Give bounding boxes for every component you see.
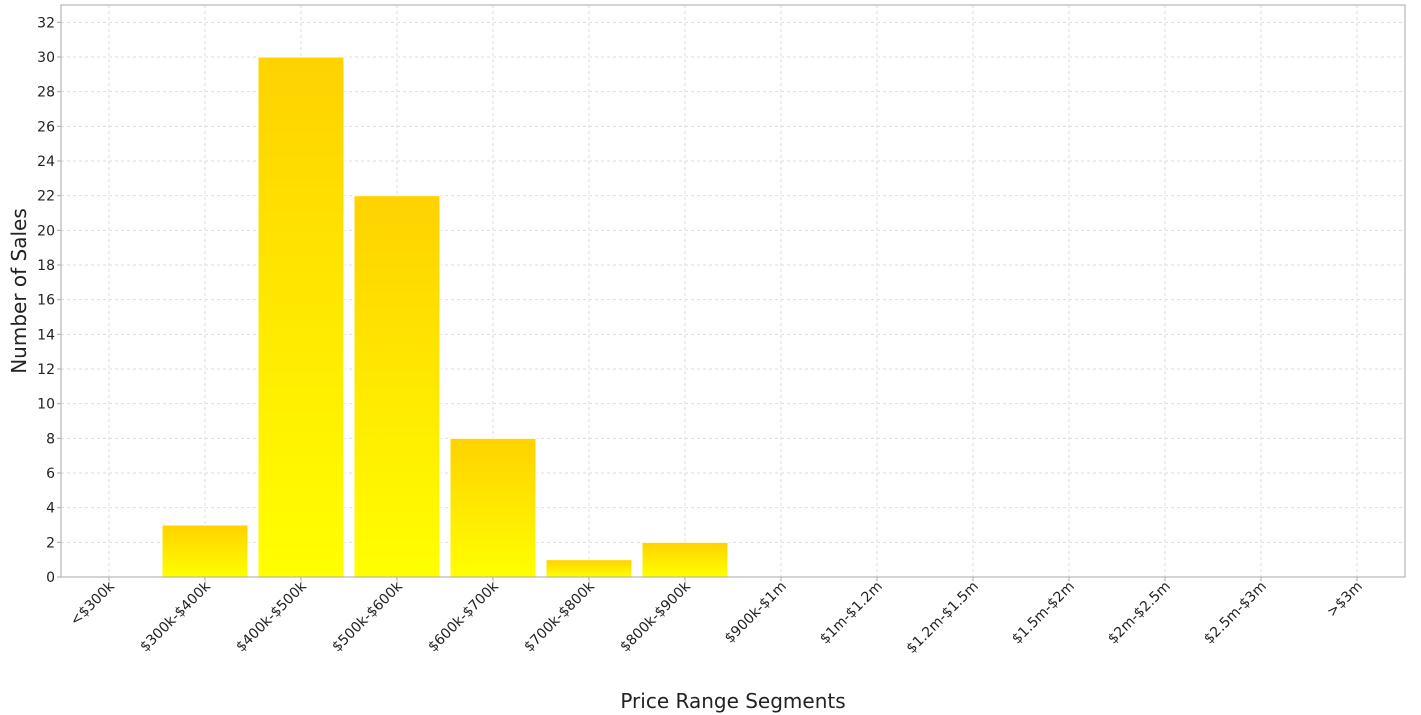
y-tick-label: 0 — [46, 570, 55, 586]
y-tick-label: 26 — [37, 119, 55, 135]
y-tick-label: 30 — [37, 50, 55, 66]
y-tick-label: 20 — [37, 223, 55, 239]
bars — [161, 56, 729, 578]
x-tick-label: $900k-$1m — [722, 579, 790, 647]
x-tick-label: $1.5m-$2m — [1009, 579, 1078, 648]
y-tick-label: 28 — [37, 85, 55, 101]
x-tick-label: $700k-$800k — [521, 578, 598, 655]
x-tick-label: >$3m — [1324, 579, 1366, 621]
bar — [545, 559, 633, 578]
x-tick-label: $1m-$1.2m — [817, 579, 886, 648]
x-axis-title: Price Range Segments — [620, 689, 845, 713]
bar — [353, 195, 441, 578]
y-tick-label: 16 — [37, 293, 55, 309]
y-tick-label: 8 — [46, 431, 55, 447]
bar — [641, 541, 729, 578]
y-tick-label: 18 — [37, 258, 55, 274]
bar — [449, 437, 537, 578]
x-tick-label: $2.5m-$3m — [1201, 579, 1270, 648]
x-tick-label: $600k-$700k — [425, 578, 502, 655]
x-axis-ticks: <$300k $300k-$400k $400k-$500k $500k-$600k $… — [67, 577, 1366, 657]
y-axis-title: Number of Sales — [7, 208, 31, 374]
x-tick-label: $1.2m-$1.5m — [904, 579, 982, 657]
y-tick-label: 4 — [46, 501, 55, 517]
y-tick-label: 24 — [37, 154, 55, 170]
x-tick-label: $400k-$500k — [233, 578, 310, 655]
y-tick-label: 22 — [37, 189, 55, 205]
y-tick-label: 2 — [46, 535, 55, 551]
axes — [60, 4, 1406, 578]
x-tick-label: $500k-$600k — [329, 578, 406, 655]
y-tick-label: 12 — [37, 362, 55, 378]
y-tick-label: 32 — [37, 15, 55, 31]
x-tick-label: $300k-$400k — [137, 578, 214, 655]
bar — [257, 56, 345, 578]
x-tick-label: $2m-$2.5m — [1105, 579, 1174, 648]
y-tick-label: 6 — [46, 466, 55, 482]
x-tick-label: <$300k — [67, 578, 118, 629]
y-tick-label: 10 — [37, 397, 55, 413]
bar — [161, 524, 249, 578]
plot-border — [60, 4, 1406, 578]
y-tick-label: 14 — [37, 327, 55, 343]
x-tick-label: $800k-$900k — [617, 578, 694, 655]
